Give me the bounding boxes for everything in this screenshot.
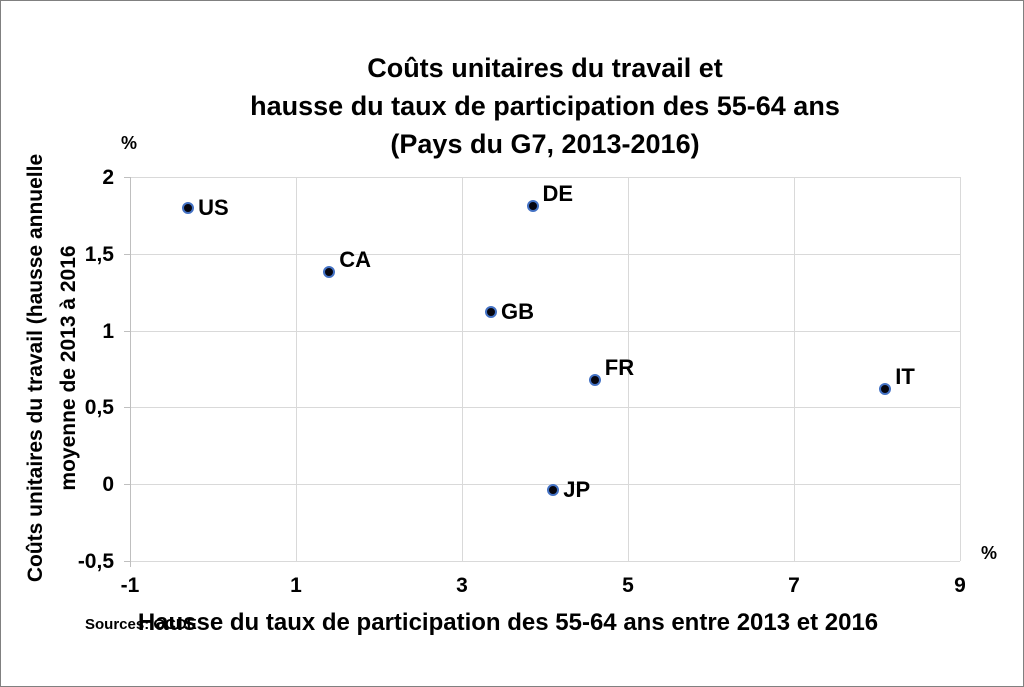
y-tick-label: 0,5 xyxy=(84,396,114,420)
point-label-JP: JP xyxy=(563,477,591,503)
x-gridline xyxy=(960,177,961,561)
point-label-GB: GB xyxy=(501,299,535,325)
y-axis-tick-mark xyxy=(124,330,130,332)
x-tick-label: 9 xyxy=(954,574,966,597)
data-point-FR xyxy=(588,373,601,386)
data-point-GB xyxy=(485,306,498,319)
data-point-US xyxy=(182,201,195,214)
chart-title-line-3: (Pays du G7, 2013-2016) xyxy=(390,129,700,159)
y-tick-label: 1,5 xyxy=(84,242,114,266)
x-tick-label: -1 xyxy=(120,574,140,597)
point-label-CA: CA xyxy=(339,247,371,273)
source-note: Sources: OCDE xyxy=(85,616,197,633)
y-axis-tick-mark xyxy=(124,253,130,255)
x-axis-unit-label: % xyxy=(980,543,997,563)
x-tick-label: 1 xyxy=(290,574,302,597)
data-point-IT xyxy=(879,382,892,395)
y-axis-unit-label: % xyxy=(120,133,137,153)
y-axis-tick-mark xyxy=(124,407,130,409)
y-axis-tick-mark xyxy=(124,561,130,562)
y-tick-label: 1 xyxy=(102,319,114,343)
x-tick-label: 5 xyxy=(622,574,634,597)
x-tick-label: 7 xyxy=(788,574,800,597)
point-label-IT: IT xyxy=(895,363,915,389)
y-axis-title: Coûts unitaires du travail (hausse annue… xyxy=(19,143,85,593)
data-point-CA xyxy=(323,266,336,279)
y-tick-label: 0 xyxy=(102,473,114,497)
y-tick-label: 2 xyxy=(102,166,114,189)
y-tick-label: -0,5 xyxy=(77,550,114,573)
x-gridline xyxy=(628,177,629,561)
y-axis-tick-mark xyxy=(124,484,130,486)
y-gridline xyxy=(130,561,960,562)
x-gridline xyxy=(462,177,463,561)
data-point-DE xyxy=(526,200,539,213)
y-gridline xyxy=(130,330,960,332)
y-axis-line xyxy=(130,177,131,567)
point-label-FR: FR xyxy=(604,354,635,380)
chart-title-line-2: hausse du taux de participation des 55-6… xyxy=(250,91,840,121)
plot-area: US CA DE GB FR JP IT xyxy=(130,177,961,562)
y-gridline xyxy=(130,407,960,409)
y-axis-title-line-2: moyenne de 2013 à 2016 xyxy=(57,245,80,491)
point-label-DE: DE xyxy=(542,181,574,207)
chart-title-line-1: Coûts unitaires du travail et xyxy=(367,53,723,83)
y-axis-tick-mark xyxy=(124,177,130,178)
y-gridline xyxy=(130,177,960,178)
x-gridline xyxy=(794,177,795,561)
point-label-US: US xyxy=(198,194,229,220)
y-gridline xyxy=(130,484,960,486)
x-axis-title: Hausse du taux de participation des 55-6… xyxy=(137,609,879,636)
x-tick-label: 3 xyxy=(456,574,468,597)
x-gridline xyxy=(296,177,297,561)
y-axis-title-line-1: Coûts unitaires du travail (hausse annue… xyxy=(24,153,47,583)
y-gridline xyxy=(130,253,960,255)
data-point-JP xyxy=(547,484,560,497)
chart-title: Coûts unitaires du travail et hausse du … xyxy=(130,49,960,163)
